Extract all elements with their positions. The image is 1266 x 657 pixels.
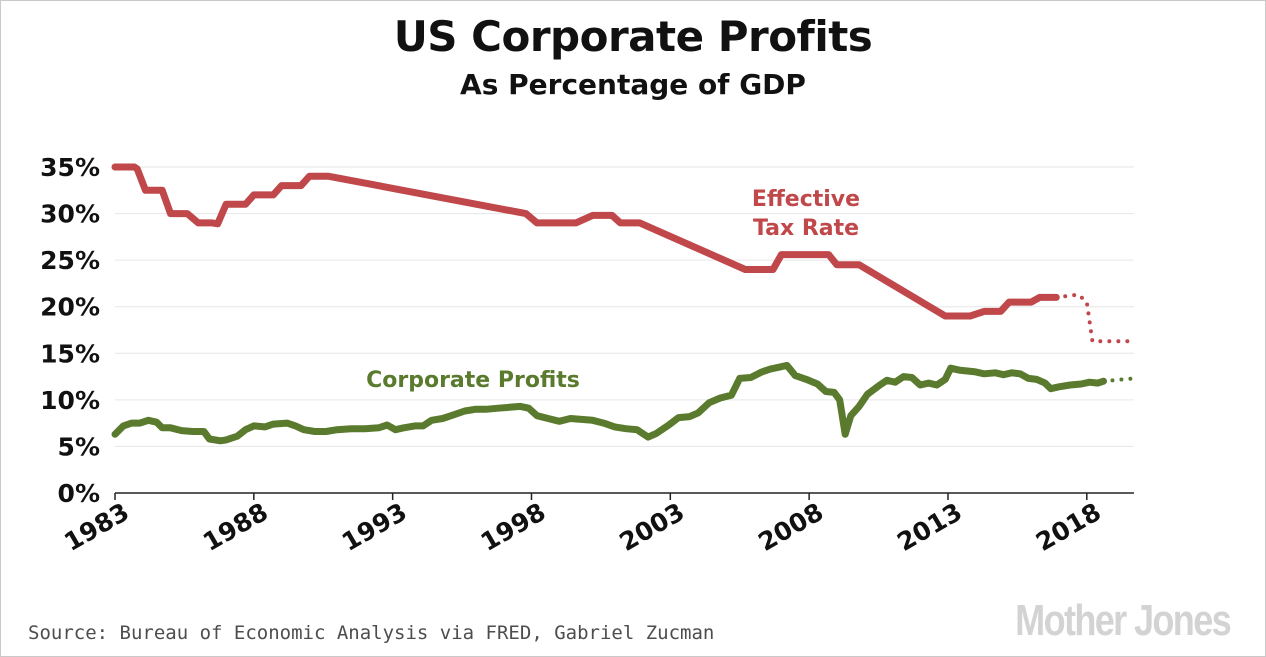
- x-tick-label: 2003: [615, 497, 690, 557]
- y-tick-label: 30%: [40, 200, 100, 229]
- profits-series-line: [111, 361, 1107, 445]
- chart-title: US Corporate Profits: [393, 12, 873, 61]
- y-tick-label: 15%: [40, 339, 100, 368]
- y-tick-label: 10%: [40, 386, 100, 415]
- y-tick-label: 0%: [58, 479, 100, 508]
- tax-rate-series-label: Tax Rate: [753, 216, 859, 241]
- x-tick-label: 1993: [337, 497, 412, 557]
- mother-jones-logo: Mother Jones: [1015, 596, 1232, 645]
- y-tick-label: 25%: [40, 246, 100, 275]
- source-note: Source: Bureau of Economic Analysis via …: [28, 622, 715, 644]
- y-tick-label: 20%: [40, 293, 100, 322]
- x-tick-label: 2013: [892, 497, 967, 557]
- tax-rate-projection-line: [1054, 292, 1136, 344]
- x-tick-label: 1988: [198, 497, 273, 557]
- y-tick-label: 35%: [40, 153, 100, 182]
- y-tick-label: 5%: [58, 432, 100, 461]
- x-tick-label: 2018: [1031, 497, 1106, 557]
- profits-series-label: Corporate Profits: [366, 368, 580, 393]
- profits-projection-line: [1101, 376, 1136, 384]
- tax-rate-series-line: [111, 163, 1060, 320]
- x-tick-label: 2008: [753, 497, 828, 557]
- chart-subtitle: As Percentage of GDP: [460, 68, 806, 101]
- tax-rate-series-label: Effective: [752, 187, 860, 212]
- x-tick-label: 1998: [476, 497, 551, 557]
